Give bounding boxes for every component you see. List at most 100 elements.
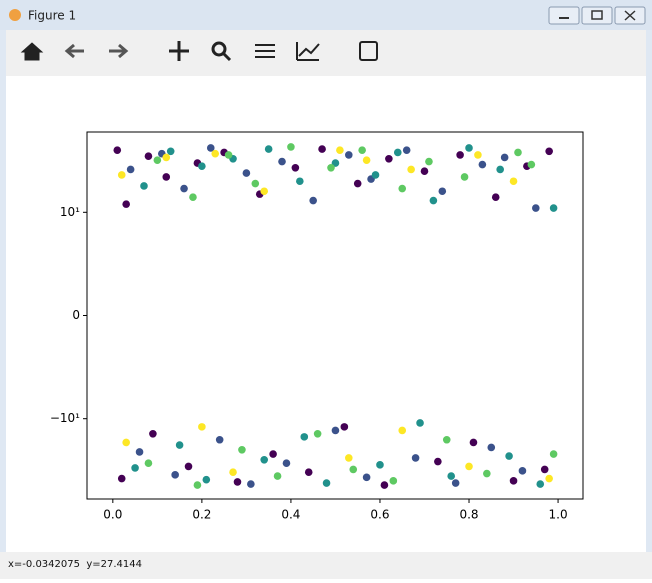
point <box>362 156 371 164</box>
point <box>447 472 456 480</box>
point <box>532 204 540 212</box>
point <box>358 146 366 154</box>
point <box>180 184 188 193</box>
x-tick-label: 0.4 <box>281 508 300 522</box>
figure-canvas <box>6 76 646 552</box>
point <box>514 148 522 157</box>
point <box>175 441 184 449</box>
point <box>345 454 353 462</box>
point <box>144 459 153 468</box>
point <box>166 147 175 156</box>
x-tick-label: 0.6 <box>370 508 389 522</box>
point <box>162 173 171 181</box>
point <box>273 472 282 480</box>
point <box>478 160 487 169</box>
forward-button[interactable] <box>109 43 129 59</box>
edit-button[interactable] <box>296 42 320 61</box>
x-tick-label: 1.0 <box>549 508 568 522</box>
home-button[interactable] <box>20 42 44 61</box>
x-tick-label: 0.8 <box>459 508 478 522</box>
point <box>215 435 224 444</box>
point <box>425 157 433 166</box>
point <box>122 200 130 208</box>
point <box>269 450 277 458</box>
point <box>340 423 349 431</box>
point <box>509 477 518 485</box>
point <box>416 419 424 427</box>
pan-button[interactable] <box>169 41 189 61</box>
close-icon <box>624 10 636 21</box>
point <box>469 438 478 447</box>
point <box>505 452 513 460</box>
point <box>291 163 300 172</box>
point <box>198 423 206 431</box>
point <box>202 475 211 484</box>
point <box>536 480 545 488</box>
point <box>264 145 273 153</box>
point <box>229 468 237 477</box>
point <box>211 149 220 158</box>
point <box>331 159 340 167</box>
point <box>313 429 322 438</box>
point <box>331 426 340 435</box>
zoom-button[interactable] <box>211 41 232 62</box>
point <box>465 462 473 471</box>
point <box>198 162 206 170</box>
point <box>407 165 415 174</box>
point <box>304 468 313 477</box>
point <box>349 465 358 474</box>
point <box>322 479 331 487</box>
point <box>193 481 202 489</box>
point <box>260 455 269 464</box>
point <box>398 184 407 193</box>
point <box>509 177 518 186</box>
y-tick-label: 0 <box>72 308 80 322</box>
point <box>376 461 384 469</box>
point <box>296 177 304 186</box>
point <box>327 163 335 172</box>
point <box>238 445 246 454</box>
point <box>487 443 496 452</box>
minimize-button[interactable] <box>548 6 580 25</box>
maximize-button[interactable] <box>581 6 613 25</box>
point <box>411 454 420 462</box>
point <box>434 457 442 466</box>
point <box>451 479 460 487</box>
configure-button[interactable] <box>255 44 275 58</box>
window-title: Figure 1 <box>28 9 76 23</box>
point <box>144 152 153 160</box>
save-button[interactable] <box>359 41 378 61</box>
point <box>336 146 344 154</box>
point <box>135 448 144 456</box>
point <box>171 471 179 479</box>
point <box>500 153 509 162</box>
point <box>442 435 451 444</box>
point <box>247 480 255 488</box>
status-bar <box>0 552 652 579</box>
point <box>460 173 469 181</box>
point <box>465 144 473 152</box>
point <box>162 153 171 162</box>
point <box>287 143 295 151</box>
point <box>456 151 464 159</box>
plot: 0.0 0.2 0.4 0.6 0.8 1.0 −10¹ 0 10¹ <box>50 131 584 522</box>
point <box>371 171 380 179</box>
point <box>282 459 291 468</box>
point <box>260 187 269 196</box>
point <box>496 165 504 174</box>
point <box>362 473 371 482</box>
point <box>540 465 549 474</box>
point <box>353 179 362 188</box>
point <box>420 167 429 176</box>
point <box>545 147 553 156</box>
point <box>153 156 162 164</box>
point <box>126 165 135 174</box>
point <box>140 182 148 190</box>
point <box>545 474 553 483</box>
point <box>122 438 130 447</box>
point <box>233 478 242 486</box>
point <box>251 179 260 188</box>
point <box>429 196 438 205</box>
back-button[interactable] <box>64 43 84 59</box>
